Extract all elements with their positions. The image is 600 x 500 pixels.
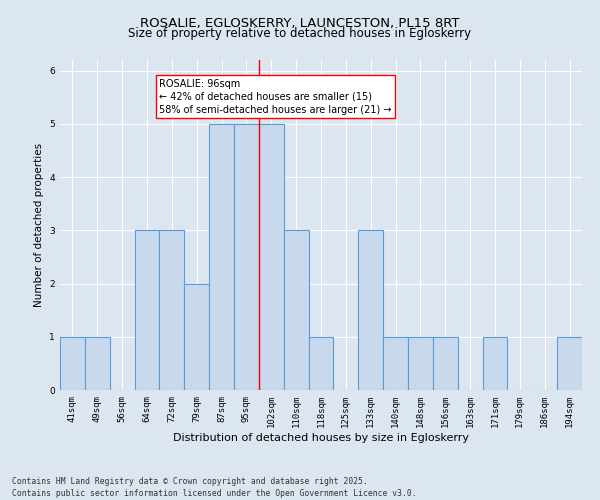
Y-axis label: Number of detached properties: Number of detached properties — [34, 143, 44, 307]
Bar — [160, 230, 184, 390]
Bar — [85, 337, 110, 390]
Bar — [259, 124, 284, 390]
Text: ROSALIE, EGLOSKERRY, LAUNCESTON, PL15 8RT: ROSALIE, EGLOSKERRY, LAUNCESTON, PL15 8R… — [140, 18, 460, 30]
Bar — [209, 124, 234, 390]
Bar — [358, 230, 383, 390]
Text: Size of property relative to detached houses in Egloskerry: Size of property relative to detached ho… — [128, 28, 472, 40]
Bar — [408, 337, 433, 390]
Bar — [184, 284, 209, 390]
Text: ROSALIE: 96sqm
← 42% of detached houses are smaller (15)
58% of semi-detached ho: ROSALIE: 96sqm ← 42% of detached houses … — [160, 78, 392, 115]
Bar — [482, 337, 508, 390]
Bar — [234, 124, 259, 390]
Bar — [557, 337, 582, 390]
Bar — [284, 230, 308, 390]
Text: Contains HM Land Registry data © Crown copyright and database right 2025.
Contai: Contains HM Land Registry data © Crown c… — [12, 476, 416, 498]
Bar — [60, 337, 85, 390]
Bar — [383, 337, 408, 390]
Bar — [308, 337, 334, 390]
X-axis label: Distribution of detached houses by size in Egloskerry: Distribution of detached houses by size … — [173, 432, 469, 442]
Bar — [433, 337, 458, 390]
Bar — [134, 230, 160, 390]
